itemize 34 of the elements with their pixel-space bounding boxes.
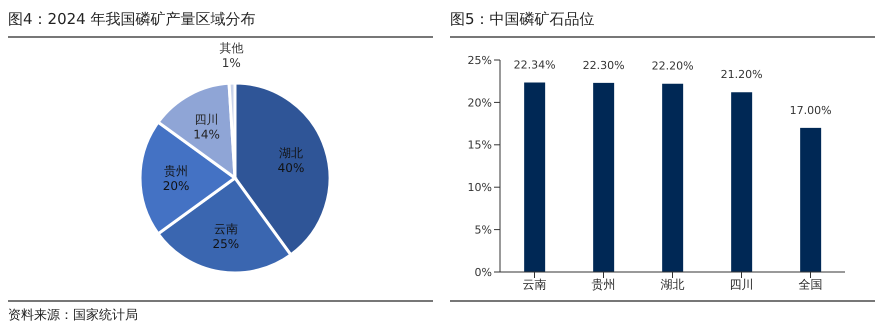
chart-title: 图4：2024 年我国磷矿产量区域分布 bbox=[8, 8, 433, 38]
data-label: 14% bbox=[193, 127, 220, 142]
bar bbox=[731, 92, 752, 272]
bar bbox=[662, 84, 684, 272]
y-tick-label: 15% bbox=[468, 138, 492, 152]
bar bbox=[800, 128, 822, 272]
data-label: 22.20% bbox=[652, 60, 694, 73]
bar bbox=[524, 82, 546, 272]
x-tick-label: 贵州 bbox=[592, 278, 616, 292]
x-tick-label: 四川 bbox=[730, 278, 754, 292]
slice-label: 贵州 bbox=[164, 164, 188, 178]
data-label: 22.30% bbox=[582, 58, 625, 72]
data-label: 1% bbox=[222, 56, 241, 70]
data-label: 21.20% bbox=[720, 68, 763, 82]
text: 资料来源：国家统计局 bbox=[8, 308, 138, 323]
data-label: 20% bbox=[162, 179, 190, 193]
chart-title: 图5：中国磷矿石品位 bbox=[450, 8, 875, 38]
y-tick-label: 5% bbox=[474, 224, 492, 237]
slice-label: 湖北 bbox=[279, 146, 304, 160]
bar bbox=[593, 82, 614, 272]
slice-label: 其他 bbox=[219, 41, 244, 56]
y-tick-label: 25% bbox=[468, 54, 492, 67]
x-tick-label: 云南 bbox=[522, 278, 546, 292]
y-tick-label: 0% bbox=[474, 266, 492, 279]
slice-label: 四川 bbox=[194, 112, 219, 126]
slice-label: 云南 bbox=[214, 222, 238, 236]
x-tick-label: 全国 bbox=[798, 278, 822, 292]
data-label: 40% bbox=[278, 160, 304, 175]
data-label: 25% bbox=[212, 237, 240, 252]
data-label: 17.00% bbox=[790, 104, 832, 117]
y-tick-label: 10% bbox=[468, 181, 492, 194]
x-tick-label: 湖北 bbox=[660, 278, 684, 292]
y-tick-label: 20% bbox=[468, 96, 492, 110]
data-label: 22.34% bbox=[514, 58, 556, 72]
